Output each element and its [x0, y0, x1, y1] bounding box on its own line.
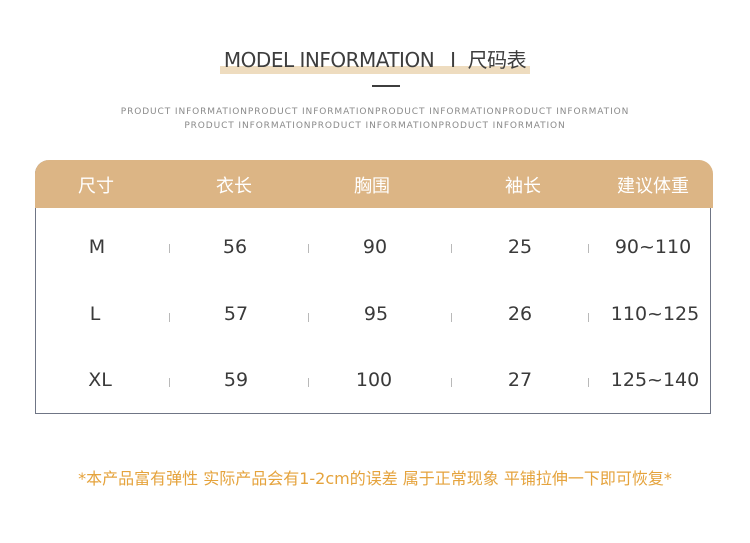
title-en: MODEL INFORMATION: [223, 48, 435, 72]
column-header-length: 衣长: [216, 176, 252, 197]
table-cell-size: L: [89, 303, 101, 325]
table-cell-chest: 95: [363, 303, 389, 325]
title-separator: I: [450, 48, 456, 72]
column-divider: [588, 244, 589, 253]
column-divider: [169, 378, 170, 387]
table-cell-length: 56: [222, 236, 248, 258]
column-header-chest: 胸围: [354, 176, 390, 197]
table-cell-weight: 90~110: [614, 236, 692, 258]
column-header-weight: 建议体重: [617, 176, 689, 197]
size-table: 尺寸 衣长 胸围 袖长 建议体重 M 56 90 25 90~110 L 57 …: [35, 160, 713, 414]
column-divider: [308, 244, 309, 253]
subtitle-line-2: PRODUCT INFORMATIONPRODUCT INFORMATIONPR…: [184, 121, 566, 131]
table-cell-sleeve: 25: [507, 236, 533, 258]
table-cell-chest: 100: [355, 369, 393, 391]
table-cell-size: M: [88, 236, 106, 258]
table-cell-length: 57: [223, 303, 249, 325]
column-divider: [169, 244, 170, 253]
table-header: 尺寸 衣长 胸围 袖长 建议体重: [35, 160, 713, 208]
column-header-size: 尺寸: [78, 176, 114, 197]
column-divider: [451, 378, 452, 387]
title-cn: 尺码表: [467, 48, 527, 72]
column-divider: [451, 313, 452, 322]
table-cell-sleeve: 27: [507, 369, 533, 391]
table-cell-weight: 110~125: [610, 303, 700, 325]
table-cell-chest: 90: [362, 236, 388, 258]
column-divider: [588, 313, 589, 322]
size-note: *本产品富有弹性 实际产品会有1-2cm的误差 属于正常现象 平铺拉伸一下即可恢…: [78, 469, 672, 488]
table-cell-sleeve: 26: [507, 303, 533, 325]
subtitle-line-1: PRODUCT INFORMATIONPRODUCT INFORMATIONPR…: [120, 107, 630, 117]
column-divider: [308, 378, 309, 387]
title-underline-dash: [372, 85, 400, 87]
page-title-wrap: MODEL INFORMATION I 尺码表: [0, 44, 750, 75]
column-divider: [308, 313, 309, 322]
column-divider: [169, 313, 170, 322]
column-divider: [451, 244, 452, 253]
column-divider: [588, 378, 589, 387]
table-cell-length: 59: [223, 369, 249, 391]
table-cell-weight: 125~140: [610, 369, 700, 391]
column-header-sleeve: 袖长: [505, 176, 541, 197]
page-title: MODEL INFORMATION I 尺码表: [219, 44, 531, 75]
table-cell-size: XL: [88, 369, 112, 391]
